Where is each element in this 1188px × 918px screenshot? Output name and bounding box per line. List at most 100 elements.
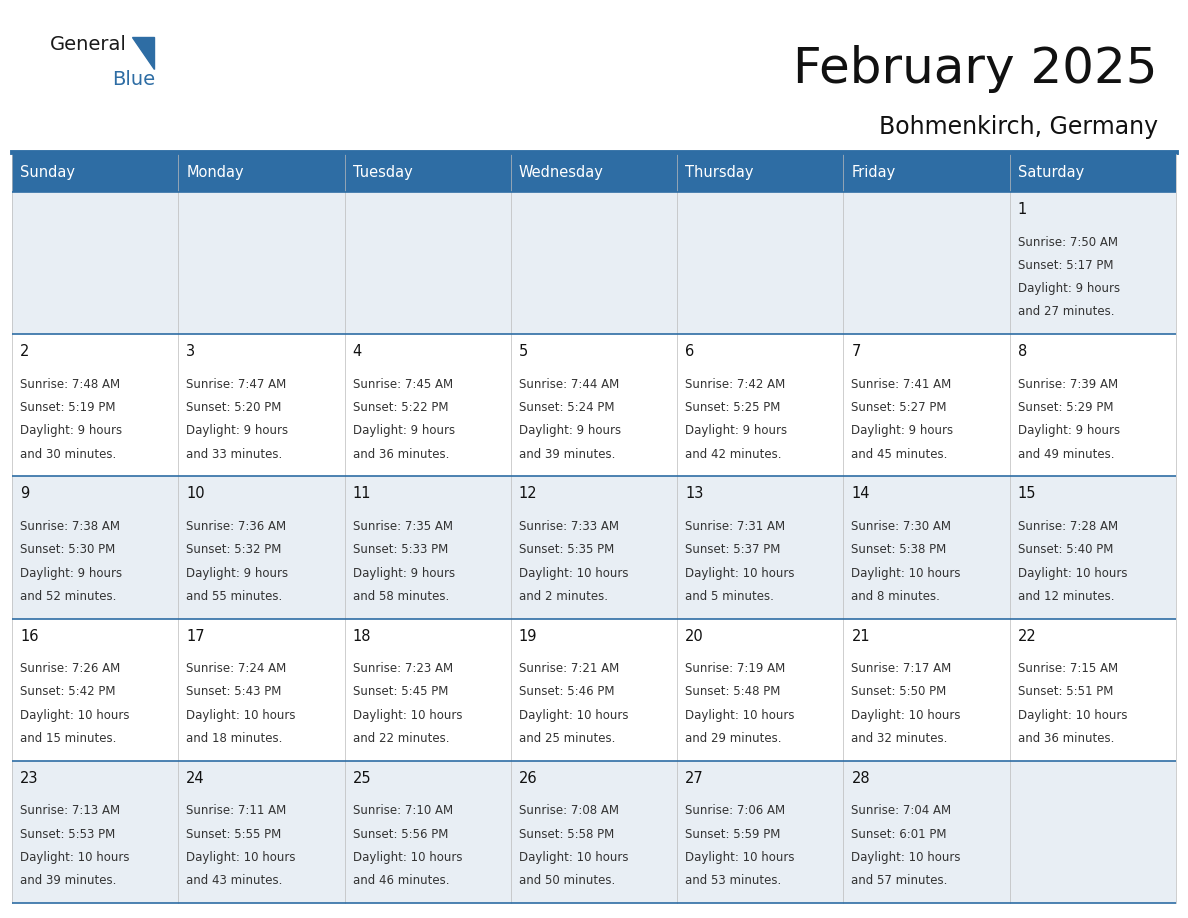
Text: Daylight: 9 hours: Daylight: 9 hours: [519, 424, 621, 437]
Text: 10: 10: [187, 487, 204, 501]
Text: Thursday: Thursday: [685, 165, 753, 181]
Text: 12: 12: [519, 487, 537, 501]
Text: and 50 minutes.: and 50 minutes.: [519, 874, 615, 887]
Bar: [511, 192, 677, 334]
Text: Sunrise: 7:35 AM: Sunrise: 7:35 AM: [353, 520, 453, 533]
Text: and 27 minutes.: and 27 minutes.: [1018, 306, 1114, 319]
Bar: [843, 476, 1010, 619]
Text: Daylight: 10 hours: Daylight: 10 hours: [1018, 566, 1127, 579]
Text: Sunrise: 7:11 AM: Sunrise: 7:11 AM: [187, 804, 286, 817]
Text: Sunset: 5:45 PM: Sunset: 5:45 PM: [353, 686, 448, 699]
Text: 18: 18: [353, 629, 371, 644]
Text: Sunrise: 7:17 AM: Sunrise: 7:17 AM: [852, 662, 952, 676]
Text: Daylight: 10 hours: Daylight: 10 hours: [852, 566, 961, 579]
Bar: [178, 192, 345, 334]
Text: Sunset: 5:50 PM: Sunset: 5:50 PM: [852, 686, 947, 699]
Text: Sunset: 5:35 PM: Sunset: 5:35 PM: [519, 543, 614, 556]
Text: and 42 minutes.: and 42 minutes.: [685, 448, 782, 461]
Text: Bohmenkirch, Germany: Bohmenkirch, Germany: [879, 115, 1158, 139]
Text: Sunset: 5:20 PM: Sunset: 5:20 PM: [187, 401, 282, 414]
Text: Daylight: 9 hours: Daylight: 9 hours: [353, 424, 455, 437]
Bar: [345, 761, 511, 903]
Bar: [178, 476, 345, 619]
Bar: [511, 761, 677, 903]
Text: 9: 9: [20, 487, 30, 501]
Text: Daylight: 10 hours: Daylight: 10 hours: [353, 709, 462, 722]
Text: and 43 minutes.: and 43 minutes.: [187, 874, 283, 887]
Text: 16: 16: [20, 629, 38, 644]
Text: Sunrise: 7:38 AM: Sunrise: 7:38 AM: [20, 520, 120, 533]
Text: Sunrise: 7:21 AM: Sunrise: 7:21 AM: [519, 662, 619, 676]
Bar: [843, 619, 1010, 761]
Text: and 53 minutes.: and 53 minutes.: [685, 874, 782, 887]
Text: and 12 minutes.: and 12 minutes.: [1018, 590, 1114, 603]
Text: and 8 minutes.: and 8 minutes.: [852, 590, 941, 603]
Text: 21: 21: [852, 629, 870, 644]
Text: and 25 minutes.: and 25 minutes.: [519, 732, 615, 745]
Text: Sunset: 5:27 PM: Sunset: 5:27 PM: [852, 401, 947, 414]
Text: Sunrise: 7:31 AM: Sunrise: 7:31 AM: [685, 520, 785, 533]
Text: Daylight: 9 hours: Daylight: 9 hours: [187, 566, 289, 579]
Bar: [345, 154, 511, 192]
Bar: [843, 154, 1010, 192]
Bar: [677, 154, 843, 192]
Text: Sunrise: 7:39 AM: Sunrise: 7:39 AM: [1018, 378, 1118, 391]
Text: Sunrise: 7:13 AM: Sunrise: 7:13 AM: [20, 804, 120, 817]
Text: 1: 1: [1018, 202, 1026, 217]
Text: Sunset: 5:25 PM: Sunset: 5:25 PM: [685, 401, 781, 414]
Text: 14: 14: [852, 487, 870, 501]
Text: Daylight: 9 hours: Daylight: 9 hours: [1018, 424, 1120, 437]
Text: and 39 minutes.: and 39 minutes.: [20, 874, 116, 887]
Text: 8: 8: [1018, 344, 1026, 359]
Polygon shape: [132, 37, 154, 69]
Text: Daylight: 10 hours: Daylight: 10 hours: [20, 851, 129, 864]
Bar: [1010, 476, 1176, 619]
Bar: [677, 334, 843, 476]
Text: Sunrise: 7:42 AM: Sunrise: 7:42 AM: [685, 378, 785, 391]
Bar: [677, 761, 843, 903]
Text: and 29 minutes.: and 29 minutes.: [685, 732, 782, 745]
Text: Sunset: 5:59 PM: Sunset: 5:59 PM: [685, 828, 781, 841]
Text: 27: 27: [685, 771, 704, 786]
Text: 22: 22: [1018, 629, 1036, 644]
Text: Sunrise: 7:50 AM: Sunrise: 7:50 AM: [1018, 236, 1118, 249]
Text: Friday: Friday: [852, 165, 896, 181]
Text: Daylight: 9 hours: Daylight: 9 hours: [187, 424, 289, 437]
Text: Sunset: 5:17 PM: Sunset: 5:17 PM: [1018, 259, 1113, 272]
Text: Daylight: 10 hours: Daylight: 10 hours: [685, 566, 795, 579]
Text: Daylight: 10 hours: Daylight: 10 hours: [685, 851, 795, 864]
Text: Sunset: 5:55 PM: Sunset: 5:55 PM: [187, 828, 282, 841]
Text: Blue: Blue: [112, 70, 156, 89]
Text: 19: 19: [519, 629, 537, 644]
Text: and 52 minutes.: and 52 minutes.: [20, 590, 116, 603]
Bar: [1010, 154, 1176, 192]
Bar: [843, 334, 1010, 476]
Text: Daylight: 9 hours: Daylight: 9 hours: [20, 424, 122, 437]
Text: Sunrise: 7:44 AM: Sunrise: 7:44 AM: [519, 378, 619, 391]
Text: Sunset: 5:30 PM: Sunset: 5:30 PM: [20, 543, 115, 556]
Text: 11: 11: [353, 487, 371, 501]
Bar: [1010, 334, 1176, 476]
Text: Sunrise: 7:48 AM: Sunrise: 7:48 AM: [20, 378, 120, 391]
Bar: [345, 192, 511, 334]
Text: 20: 20: [685, 629, 704, 644]
Text: and 36 minutes.: and 36 minutes.: [353, 448, 449, 461]
Text: Sunset: 5:43 PM: Sunset: 5:43 PM: [187, 686, 282, 699]
Text: 3: 3: [187, 344, 195, 359]
Text: Sunset: 5:32 PM: Sunset: 5:32 PM: [187, 543, 282, 556]
Text: 17: 17: [187, 629, 204, 644]
Bar: [843, 192, 1010, 334]
Text: 26: 26: [519, 771, 537, 786]
Text: Daylight: 10 hours: Daylight: 10 hours: [1018, 709, 1127, 722]
Text: Daylight: 9 hours: Daylight: 9 hours: [852, 424, 954, 437]
Bar: [345, 476, 511, 619]
Text: 7: 7: [852, 344, 861, 359]
Bar: [1010, 761, 1176, 903]
Text: and 5 minutes.: and 5 minutes.: [685, 590, 775, 603]
Text: Daylight: 9 hours: Daylight: 9 hours: [685, 424, 788, 437]
Text: 25: 25: [353, 771, 371, 786]
Text: and 46 minutes.: and 46 minutes.: [353, 874, 449, 887]
Text: Daylight: 10 hours: Daylight: 10 hours: [353, 851, 462, 864]
Text: and 22 minutes.: and 22 minutes.: [353, 732, 449, 745]
Text: and 18 minutes.: and 18 minutes.: [187, 732, 283, 745]
